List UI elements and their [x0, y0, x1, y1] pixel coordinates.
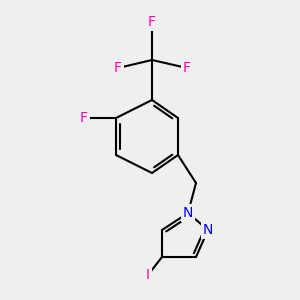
Text: F: F — [114, 61, 122, 75]
Text: F: F — [148, 15, 156, 29]
Text: N: N — [203, 223, 213, 237]
Text: N: N — [183, 206, 193, 220]
Text: F: F — [183, 61, 191, 75]
Text: I: I — [146, 268, 150, 282]
Text: F: F — [80, 111, 88, 125]
